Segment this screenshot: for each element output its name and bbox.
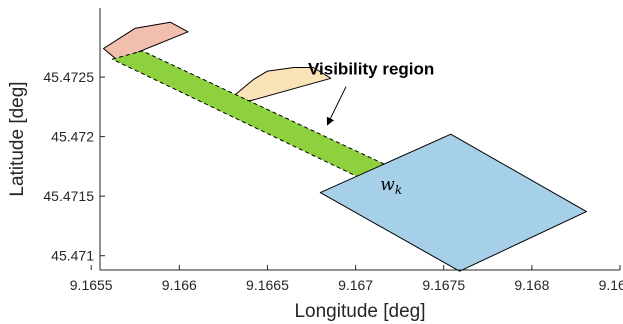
y-tick-label: 45.471 [51,248,94,264]
regions-layer [103,21,587,272]
x-tick-label: 9.1685 [599,277,623,293]
region-wk-area [319,133,587,272]
x-tick-label: 9.1665 [246,277,289,293]
x-tick-label: 9.1655 [70,277,113,293]
x-tick-label: 9.1675 [422,277,465,293]
x-ticks: 9.1655 9.166 9.1665 9.167 9.1675 9.168 9.1685 [70,265,623,293]
axes [99,8,620,271]
x-axis-title: Longitude [deg] [294,301,425,322]
y-tick-label: 45.472 [51,129,94,145]
wk-label: wk [380,175,402,197]
y-tick-label: 45.4725 [43,69,94,85]
x-tick-label: 9.168 [514,277,549,293]
y-tick-label: 45.4715 [43,188,94,204]
annotations-layer: Visibility region wk [308,60,434,198]
y-axis-title: Latitude [deg] [7,81,28,196]
visibility-region-label: Visibility region [308,60,434,79]
x-tick-label: 9.167 [338,277,373,293]
y-ticks: 45.471 45.4715 45.472 45.4725 [43,69,105,264]
x-tick-label: 9.166 [162,277,197,293]
region-side-area [231,67,332,102]
annotation-arrow [326,86,347,126]
